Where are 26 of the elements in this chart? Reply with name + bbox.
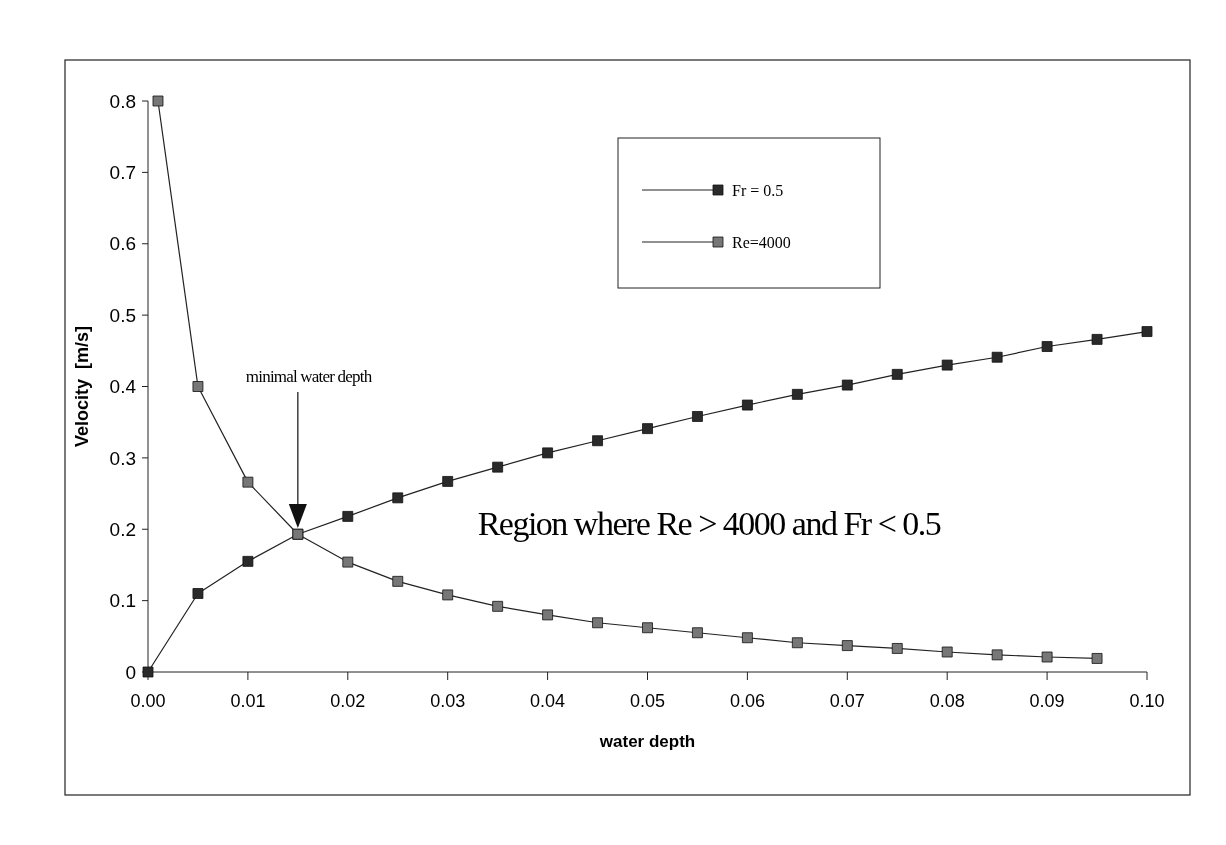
annotation: Region where Re > 4000 and Fr < 0.5 <box>477 504 941 542</box>
y-tick-label: 0.4 <box>109 376 137 398</box>
legend-label: Fr = 0.5 <box>732 181 784 199</box>
y-tick-label: 0.3 <box>109 447 136 469</box>
legend-label: Re=4000 <box>732 233 791 251</box>
x-tick-label: 0.06 <box>729 691 765 711</box>
y-tick-label: 0.1 <box>109 590 136 612</box>
y-tick-label: 0.6 <box>109 233 136 255</box>
annotation: minimal water depth <box>245 367 373 387</box>
x-tick-label: 0.02 <box>330 691 366 711</box>
y-axis-title: Velocity [m/s] <box>72 325 92 448</box>
x-tick-label: 0.07 <box>829 691 865 711</box>
x-axis-title: water depth <box>598 732 696 751</box>
x-tick-label: 0.10 <box>1129 691 1165 711</box>
x-tick-label: 0.01 <box>230 691 266 711</box>
y-tick-label: 0 <box>125 661 136 683</box>
y-tick-label: 0.5 <box>109 304 136 326</box>
x-tick-label: 0.00 <box>130 691 166 711</box>
x-tick-label: 0.05 <box>629 691 666 711</box>
x-tick-label: 0.04 <box>530 691 566 711</box>
y-tick-label: 0.2 <box>109 518 136 540</box>
x-tick-label: 0.03 <box>430 691 466 711</box>
x-tick-label: 0.08 <box>929 691 965 711</box>
y-tick-label: 0.7 <box>109 162 136 184</box>
x-tick-label: 0.09 <box>1029 691 1065 711</box>
y-tick-label: 0.8 <box>109 90 136 112</box>
